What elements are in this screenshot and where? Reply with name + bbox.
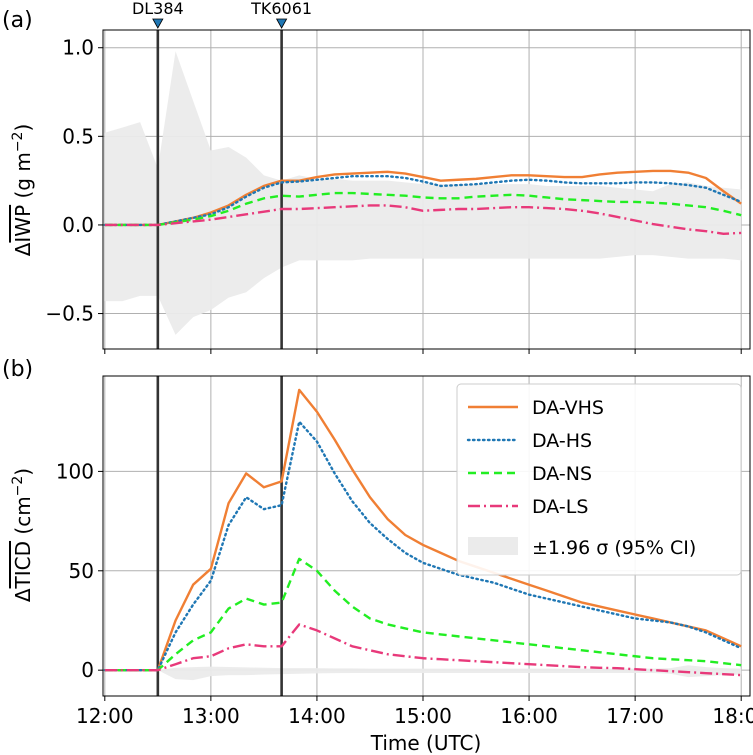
panel-b-y-label-close: ): [11, 468, 35, 476]
panel-a-event-lines: [156, 30, 283, 349]
panel-a-y-label-prefix: Δ: [11, 242, 35, 256]
event-marker-0: [152, 18, 164, 29]
event-label-1: TK6061: [250, 0, 312, 18]
panel-a-y-label: ΔIWP (g m−2): [10, 124, 35, 257]
panel-a-y-label-units: (g m: [11, 152, 35, 205]
x-tick-label-0: 12:00: [76, 704, 134, 728]
legend-items: DA-VHS DA-HS DA-NS DA-LS: [466, 397, 604, 518]
legend-ci-label: ±1.96 σ (95% CI): [532, 537, 696, 559]
panel-a-event-labels: DL384 TK6061: [132, 0, 312, 29]
panel-a: (a) −0.5 0.0 0.5 1.0 DL384 TK6061 ΔIWP (g m−…: [2, 0, 751, 354]
panel-a-ci-band: [104, 51, 742, 335]
panel-b-label: (b): [2, 357, 33, 382]
panel-b-series-da-ls: [104, 623, 742, 677]
panel-a-y-label-var: IWP: [11, 205, 35, 243]
panel-b-y-label-prefix: Δ: [11, 588, 35, 602]
panel-b-event-lines: [156, 376, 283, 696]
legend-label-da-ns: DA-NS: [532, 463, 592, 485]
x-tick-label-5: 17:00: [606, 704, 664, 728]
panel-b-y-label: ΔTICD (cm−2): [10, 468, 35, 602]
panel-b-y-label-units: (cm: [11, 496, 35, 541]
panel-b-x-ticks: 12:00 13:00 14:00 15:00 16:00 17:00 18:00: [76, 696, 753, 728]
panel-a-series-da-ls: [104, 204, 742, 236]
legend-label-da-ls: DA-LS: [532, 496, 588, 518]
panel-b-y-tick-label-2: 100: [56, 459, 94, 483]
x-tick-label-6: 18:00: [712, 704, 753, 728]
panel-b-series-da-ns: [104, 557, 742, 672]
panel-a-y-tick-label-2: 0.5: [62, 124, 94, 148]
legend-box: [456, 383, 742, 576]
panel-b-y-label-var: TICD: [11, 541, 35, 589]
legend-ci-swatch: [468, 537, 518, 555]
panel-a-series: [103, 169, 743, 236]
panel-b-y-tick-label-1: 50: [69, 559, 94, 583]
panel-b-series-da-hs: [103, 420, 743, 672]
x-tick-label-4: 16:00: [500, 704, 558, 728]
x-tick-label-3: 15:00: [394, 704, 452, 728]
panel-b-y-ticks: 0 50 100: [56, 459, 103, 682]
panel-b-ci-area: [104, 665, 742, 681]
legend-label-da-vhs: DA-VHS: [532, 397, 604, 419]
event-marker-1: [275, 18, 288, 29]
panel-a-y-label-exp: −2: [10, 132, 26, 153]
panel-a-y-ticks: −0.5 0.0 0.5 1.0: [45, 36, 103, 326]
x-tick-label-2: 14:00: [288, 704, 346, 728]
panel-b-frame: [102, 375, 751, 697]
panel-a-series-da-hs: [103, 175, 743, 227]
panel-a-x-ticks: [104, 349, 742, 354]
panel-b-y-tick-label-0: 0: [81, 658, 94, 682]
x-axis-label: Time (UTC): [370, 731, 482, 755]
panel-b-y-label-exp: −2: [10, 476, 26, 497]
event-label-0: DL384: [132, 0, 184, 18]
panel-a-y-tick-label-0: −0.5: [45, 302, 94, 326]
panel-b-series-da-vhs: [104, 388, 742, 672]
panel-a-y-tick-label-3: 1.0: [62, 36, 94, 60]
panel-b-ci-band: [104, 665, 742, 681]
panel-a-series-da-ns: [104, 191, 742, 227]
panel-a-series-da-vhs: [104, 169, 742, 227]
panel-a-y-tick-label-1: 0.0: [62, 213, 94, 237]
panel-a-label: (a): [2, 8, 33, 33]
panel-a-ci-area: [104, 51, 742, 335]
x-tick-label-1: 13:00: [182, 704, 240, 728]
legend-label-da-hs: DA-HS: [532, 430, 592, 452]
panel-b-series: [103, 388, 743, 677]
panel-b: (b) 0 50 100 12:00 13:00 14:00 15:00 16:00 17:0…: [2, 357, 753, 755]
panel-a-frame: [102, 29, 751, 350]
legend: DA-VHS DA-HS DA-NS DA-LS ±1.96 σ (95% CI): [456, 383, 742, 576]
panel-a-y-label-close: ): [11, 124, 35, 132]
